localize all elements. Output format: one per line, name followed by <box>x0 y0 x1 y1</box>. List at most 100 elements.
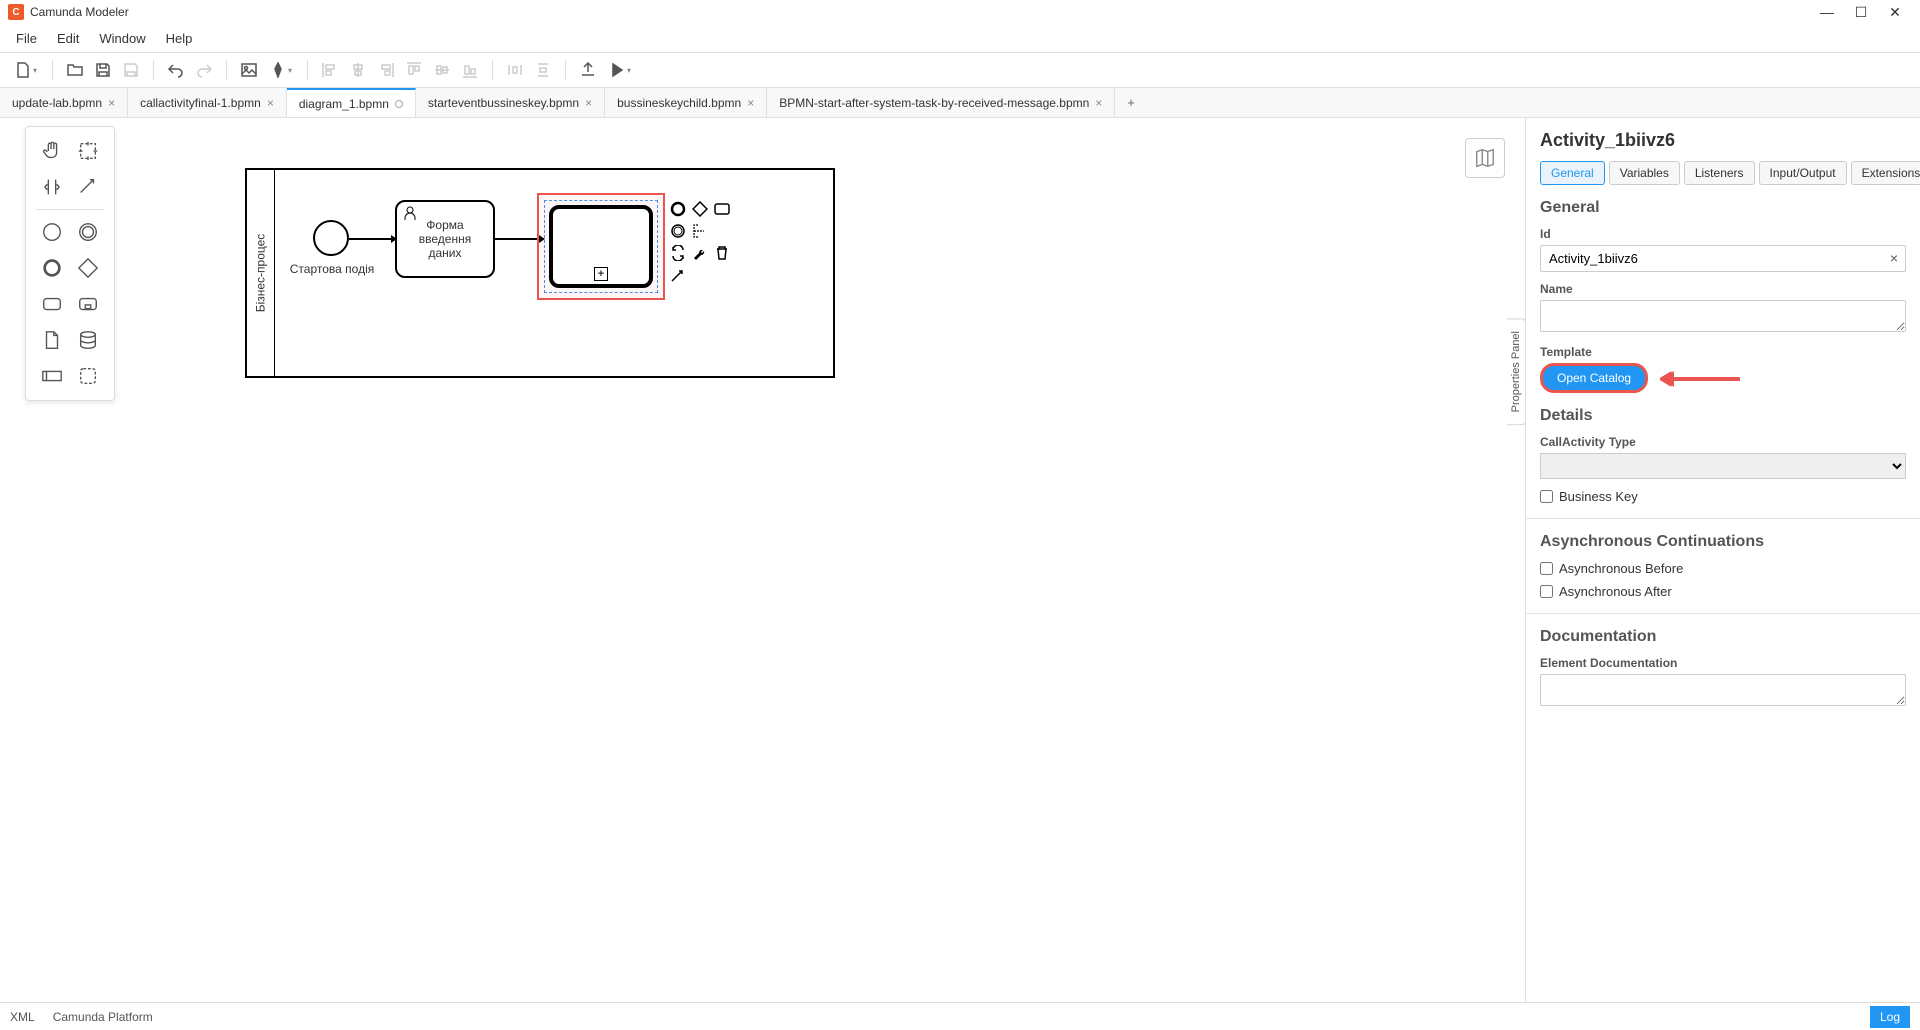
close-button[interactable]: ✕ <box>1888 5 1902 19</box>
tab-2[interactable]: diagram_1.bpmn <box>287 88 416 117</box>
ctx-end-event[interactable] <box>669 200 687 218</box>
menu-help[interactable]: Help <box>158 27 201 50</box>
tab-listeners[interactable]: Listeners <box>1684 161 1755 185</box>
run-button[interactable] <box>604 58 636 82</box>
toolbar <box>0 52 1920 88</box>
ctx-gateway[interactable] <box>691 200 709 218</box>
connect-tool[interactable] <box>74 173 102 201</box>
ctx-task[interactable] <box>713 200 731 218</box>
tab-3[interactable]: starteventbussineskey.bpmn× <box>416 88 605 117</box>
tab-1[interactable]: callactivityfinal-1.bpmn× <box>128 88 287 117</box>
id-input[interactable] <box>1540 245 1906 272</box>
tab-close-icon[interactable]: × <box>747 96 754 110</box>
menu-edit[interactable]: Edit <box>49 27 87 50</box>
status-log-button[interactable]: Log <box>1870 1006 1910 1028</box>
space-tool[interactable] <box>38 173 66 201</box>
tab-extensions[interactable]: Extensions <box>1851 161 1920 185</box>
name-input[interactable] <box>1540 300 1906 332</box>
user-task[interactable]: Форма введення даних <box>395 200 495 278</box>
ctx-wrench[interactable] <box>691 244 709 262</box>
tab-close-icon[interactable]: × <box>267 96 274 110</box>
tab-add-button[interactable]: + <box>1115 88 1147 117</box>
align-left-button[interactable] <box>318 58 342 82</box>
lasso-tool[interactable] <box>74 137 102 165</box>
pool-label: Бізнес-процес <box>247 170 275 376</box>
data-object-tool[interactable] <box>38 326 66 354</box>
end-event-tool[interactable] <box>38 254 66 282</box>
color-button[interactable] <box>265 58 297 82</box>
async-after-label: Asynchronous After <box>1559 584 1672 599</box>
tab-general[interactable]: General <box>1540 161 1605 185</box>
properties-panel-toggle[interactable]: Properties Panel <box>1507 318 1525 425</box>
deploy-button[interactable] <box>576 58 600 82</box>
tab-5[interactable]: BPMN-start-after-system-task-by-received… <box>767 88 1115 117</box>
clear-id-button[interactable]: × <box>1890 250 1898 266</box>
call-activity[interactable]: + <box>549 205 653 288</box>
align-middle-button[interactable] <box>430 58 454 82</box>
properties-panel: Activity_1biivz6 General Variables Liste… <box>1525 118 1920 1002</box>
open-button[interactable] <box>63 58 87 82</box>
tab-input-output[interactable]: Input/Output <box>1759 161 1847 185</box>
tab-close-icon[interactable]: × <box>108 96 115 110</box>
gateway-tool[interactable] <box>74 254 102 282</box>
async-before-checkbox[interactable] <box>1540 562 1553 575</box>
business-key-checkbox[interactable] <box>1540 490 1553 503</box>
subprocess-tool[interactable] <box>74 290 102 318</box>
ctx-annotation[interactable] <box>691 222 709 240</box>
tab-0[interactable]: update-lab.bpmn× <box>0 88 128 117</box>
tab-variables[interactable]: Variables <box>1609 161 1680 185</box>
name-label: Name <box>1540 282 1906 296</box>
bpmn-diagram: Бізнес-процес Стартова подія Форма введе… <box>245 168 835 378</box>
pool[interactable]: Бізнес-процес Стартова подія Форма введе… <box>245 168 835 378</box>
ctx-intermediate-event[interactable] <box>669 222 687 240</box>
maximize-button[interactable]: ☐ <box>1854 5 1868 19</box>
data-store-tool[interactable] <box>74 326 102 354</box>
align-center-button[interactable] <box>346 58 370 82</box>
canvas[interactable]: Бізнес-процес Стартова подія Форма введе… <box>0 118 1525 1002</box>
task-label-line1: Форма <box>426 218 463 232</box>
pool-tool[interactable] <box>38 362 66 390</box>
start-event[interactable] <box>313 220 349 256</box>
save-as-button[interactable] <box>119 58 143 82</box>
tab-label: BPMN-start-after-system-task-by-received… <box>779 96 1089 110</box>
sequence-flow[interactable] <box>349 235 397 243</box>
ctx-delete[interactable] <box>713 244 731 262</box>
menubar: File Edit Window Help <box>0 24 1920 52</box>
image-button[interactable] <box>237 58 261 82</box>
minimize-button[interactable]: — <box>1820 5 1834 19</box>
tab-label: bussineskeychild.bpmn <box>617 96 741 110</box>
group-tool[interactable] <box>74 362 102 390</box>
ctx-connect[interactable] <box>669 266 687 284</box>
titlebar: C Camunda Modeler — ☐ ✕ <box>0 0 1920 24</box>
callactivity-type-select[interactable] <box>1540 453 1906 479</box>
window-title: Camunda Modeler <box>30 5 1820 19</box>
new-file-button[interactable] <box>10 58 42 82</box>
callactivity-type-label: CallActivity Type <box>1540 435 1906 449</box>
align-top-button[interactable] <box>402 58 426 82</box>
distribute-h-button[interactable] <box>503 58 527 82</box>
open-catalog-button[interactable]: Open Catalog <box>1540 363 1648 393</box>
task-tool[interactable] <box>38 290 66 318</box>
save-button[interactable] <box>91 58 115 82</box>
redo-button[interactable] <box>192 58 216 82</box>
ctx-replace[interactable] <box>669 244 687 262</box>
element-doc-input[interactable] <box>1540 674 1906 706</box>
align-bottom-button[interactable] <box>458 58 482 82</box>
hand-tool[interactable] <box>38 137 66 165</box>
menu-window[interactable]: Window <box>91 27 153 50</box>
distribute-v-button[interactable] <box>531 58 555 82</box>
status-xml[interactable]: XML <box>10 1010 35 1024</box>
tab-close-icon[interactable]: × <box>1095 96 1102 110</box>
menu-file[interactable]: File <box>8 27 45 50</box>
start-event-tool[interactable] <box>38 218 66 246</box>
tab-4[interactable]: bussineskeychild.bpmn × <box>605 88 767 117</box>
task-label-line2: введення даних <box>401 232 489 260</box>
async-after-checkbox[interactable] <box>1540 585 1553 598</box>
status-platform[interactable]: Camunda Platform <box>53 1010 153 1024</box>
tab-close-icon[interactable]: × <box>585 96 592 110</box>
intermediate-event-tool[interactable] <box>74 218 102 246</box>
minimap-button[interactable] <box>1465 138 1505 178</box>
section-documentation: Documentation <box>1540 628 1906 646</box>
undo-button[interactable] <box>164 58 188 82</box>
align-right-button[interactable] <box>374 58 398 82</box>
